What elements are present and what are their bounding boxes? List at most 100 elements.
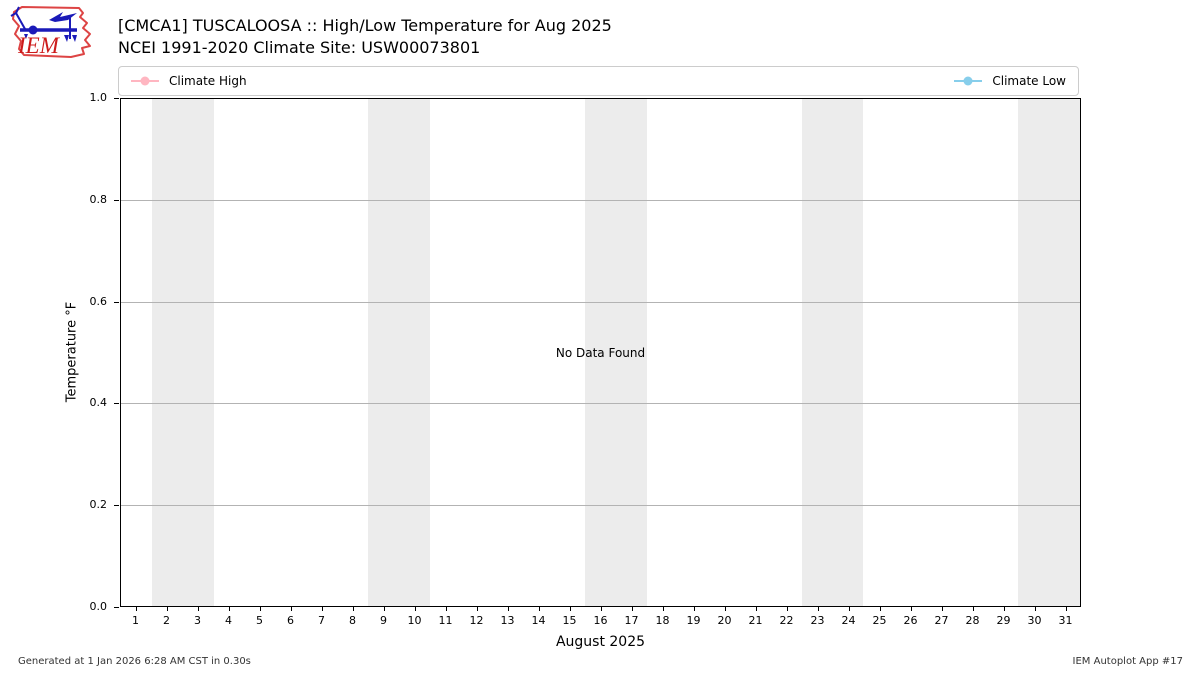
- weekend-band: [368, 99, 431, 606]
- gridline: [121, 200, 1080, 202]
- x-tick-label: 17: [624, 614, 639, 627]
- x-tick-mark: [352, 607, 354, 611]
- x-tick-mark: [724, 607, 726, 611]
- x-tick-label: 24: [841, 614, 856, 627]
- x-tick-mark: [259, 607, 261, 611]
- y-tick-mark: [114, 301, 119, 303]
- gridline: [121, 504, 1080, 506]
- title-line-1: [CMCA1] TUSCALOOSA :: High/Low Temperatu…: [118, 16, 612, 35]
- x-tick-label: 29: [996, 614, 1011, 627]
- x-tick-mark: [786, 607, 788, 611]
- legend-label-climate-low: Climate Low: [992, 74, 1066, 88]
- x-tick-label: 12: [469, 614, 484, 627]
- legend-item-climate-low: Climate Low: [954, 74, 1066, 88]
- x-tick-mark: [538, 607, 540, 611]
- weekend-band: [801, 99, 864, 606]
- x-tick-mark: [631, 607, 633, 611]
- weekend-band: [585, 99, 647, 606]
- x-tick-mark: [817, 607, 819, 611]
- x-tick-mark: [848, 607, 850, 611]
- x-tick-mark: [476, 607, 478, 611]
- y-axis: 0.0 0.2 0.4 0.6 0.8 1.0: [0, 91, 120, 613]
- x-tick-mark: [1065, 607, 1067, 611]
- y-tick-mark: [114, 505, 119, 507]
- x-tick-label: 1: [132, 614, 139, 627]
- y-tick-label: 1.0: [89, 91, 108, 104]
- x-tick-label: 7: [318, 614, 325, 627]
- x-tick-mark: [135, 607, 137, 611]
- x-axis: 1 2 3 4 5 6 7 8 9 10 11 12 13 14 15 16 17 18 19 20 21 22 23 24 2…: [120, 607, 1081, 641]
- x-tick-mark: [290, 607, 292, 611]
- x-tick-mark: [228, 607, 230, 611]
- x-tick-mark: [755, 607, 757, 611]
- y-tick-label: 0.0: [89, 600, 108, 613]
- x-tick-label: 8: [349, 614, 356, 627]
- x-tick-mark: [507, 607, 509, 611]
- x-tick-label: 18: [655, 614, 670, 627]
- x-tick-mark: [197, 607, 199, 611]
- legend-label-climate-high: Climate High: [169, 74, 247, 88]
- y-tick-label: 0.4: [89, 396, 108, 410]
- x-tick-label: 31: [1058, 614, 1073, 627]
- x-tick-label: 16: [593, 614, 608, 627]
- x-tick-label: 20: [717, 614, 732, 627]
- x-tick-label: 11: [438, 614, 453, 627]
- generated-timestamp: Generated at 1 Jan 2026 6:28 AM CST in 0…: [18, 656, 251, 667]
- x-tick-label: 21: [748, 614, 763, 627]
- legend: Climate High Climate Low: [118, 66, 1079, 96]
- x-tick-mark: [941, 607, 943, 611]
- x-tick-mark: [972, 607, 974, 611]
- x-tick-label: 27: [934, 614, 949, 627]
- climate-low-marker-icon: [954, 80, 983, 82]
- x-tick-mark: [879, 607, 881, 611]
- x-axis-label: August 2025: [555, 634, 646, 650]
- y-tick-mark: [114, 98, 119, 99]
- x-tick-mark: [600, 607, 602, 611]
- x-tick-mark: [445, 607, 447, 611]
- weathervane-icon: [10, 6, 77, 42]
- x-tick-label: 15: [562, 614, 577, 627]
- x-tick-label: 4: [225, 614, 232, 627]
- x-tick-mark: [321, 607, 323, 611]
- x-tick-mark: [166, 607, 168, 611]
- x-tick-mark: [910, 607, 912, 611]
- x-tick-mark: [693, 607, 695, 611]
- title-line-2: NCEI 1991-2020 Climate Site: USW00073801: [118, 38, 481, 57]
- x-tick-mark: [662, 607, 664, 611]
- x-tick-label: 25: [872, 614, 887, 627]
- gridline: [121, 403, 1080, 405]
- x-tick-label: 3: [194, 614, 201, 627]
- x-tick-label: 9: [380, 614, 387, 627]
- y-tick-mark: [114, 607, 119, 608]
- legend-item-climate-high: Climate High: [131, 74, 247, 88]
- x-tick-label: 13: [500, 614, 515, 627]
- x-tick-label: 28: [965, 614, 980, 627]
- logo-iem-text: IEM: [17, 33, 61, 58]
- y-tick-label: 0.8: [89, 192, 108, 206]
- x-tick-mark: [414, 607, 416, 611]
- climate-high-marker-icon: [131, 80, 159, 82]
- x-tick-mark: [1003, 607, 1005, 611]
- no-data-message: No Data Found: [555, 345, 646, 360]
- x-tick-label: 5: [256, 614, 263, 627]
- x-tick-label: 10: [407, 614, 422, 627]
- x-tick-label: 30: [1027, 614, 1042, 627]
- x-tick-label: 2: [163, 614, 170, 627]
- x-tick-label: 22: [779, 614, 794, 627]
- y-tick-mark: [114, 199, 119, 201]
- x-tick-mark: [383, 607, 385, 611]
- y-tick-mark: [114, 403, 119, 405]
- plot-area: No Data Found: [120, 98, 1081, 607]
- weekend-band: [1018, 99, 1080, 606]
- x-tick-label: 14: [531, 614, 546, 627]
- y-tick-label: 0.2: [89, 498, 108, 512]
- chart-title: [CMCA1] TUSCALOOSA :: High/Low Temperatu…: [118, 15, 612, 59]
- iem-logo: IEM: [10, 6, 91, 58]
- x-tick-label: 19: [686, 614, 701, 627]
- y-tick-label: 0.6: [89, 294, 108, 308]
- x-tick-mark: [569, 607, 571, 611]
- x-tick-label: 6: [287, 614, 294, 627]
- x-tick-label: 26: [903, 614, 918, 627]
- x-tick-mark: [1034, 607, 1036, 611]
- app-credit: IEM Autoplot App #17: [1072, 656, 1183, 667]
